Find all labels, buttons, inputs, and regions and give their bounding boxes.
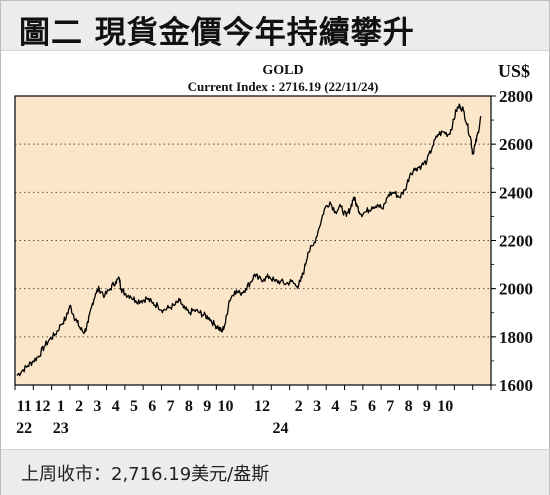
chart-title: GOLD bbox=[262, 63, 303, 78]
x-tick-label: 4 bbox=[331, 398, 339, 415]
plot-background bbox=[15, 96, 491, 385]
x-tick-label: 7 bbox=[386, 398, 394, 415]
x-tick-label: 10 bbox=[218, 398, 234, 415]
x-tick-label: 6 bbox=[368, 398, 376, 415]
y-tick-label: 1800 bbox=[499, 328, 533, 347]
x-tick-label: 6 bbox=[148, 398, 156, 415]
closing-price-note: 上周收市：2,716.19美元/盎斯 bbox=[21, 464, 270, 485]
x-tick-label: 4 bbox=[112, 398, 120, 415]
x-tick-label: 5 bbox=[130, 398, 138, 415]
y-tick-label: 2000 bbox=[499, 280, 533, 299]
y-axis-unit: US$ bbox=[498, 61, 530, 81]
x-tick-label: 2 bbox=[75, 398, 83, 415]
x-tick-label: 9 bbox=[203, 398, 211, 415]
year-label: 23 bbox=[53, 420, 69, 437]
y-tick-label: 2800 bbox=[499, 87, 533, 106]
x-tick-label: 7 bbox=[167, 398, 175, 415]
x-tick-label: 12 bbox=[254, 398, 270, 415]
y-tick-label: 2200 bbox=[499, 232, 533, 251]
x-tick-label: 12 bbox=[34, 398, 50, 415]
x-tick-label: 3 bbox=[313, 398, 321, 415]
chart-subtitle: Current Index : 2716.19 (22/11/24) bbox=[188, 79, 379, 94]
figure-title: 圖二 現貨金價今年持續攀升 bbox=[19, 15, 415, 51]
x-tick-label: 1 bbox=[57, 398, 65, 415]
x-tick-label: 5 bbox=[350, 398, 358, 415]
x-tick-label: 10 bbox=[437, 398, 453, 415]
gold-price-line bbox=[16, 103, 482, 377]
x-tick-label: 8 bbox=[185, 398, 193, 415]
y-tick-label: 2400 bbox=[499, 183, 533, 202]
y-tick-label: 1600 bbox=[499, 376, 533, 395]
x-tick-label: 8 bbox=[405, 398, 413, 415]
x-tick-label: 2 bbox=[295, 398, 303, 415]
y-tick-label: 2600 bbox=[499, 135, 533, 154]
year-label: 22 bbox=[16, 420, 32, 437]
chart-area: 1600 1800 2000 2200 2400 2600 2800 11 12 1 2 3 4 5 6 7 8… bbox=[1, 50, 549, 448]
figure-header: 圖二 現貨金價今年持續攀升 bbox=[1, 1, 549, 51]
x-tick-label: 11 bbox=[17, 398, 32, 415]
x-tick-label: 3 bbox=[93, 398, 101, 415]
x-tick-label: 9 bbox=[423, 398, 431, 415]
year-label: 24 bbox=[272, 420, 288, 437]
figure-footer: 上周收市：2,716.19美元/盎斯 bbox=[1, 449, 549, 495]
